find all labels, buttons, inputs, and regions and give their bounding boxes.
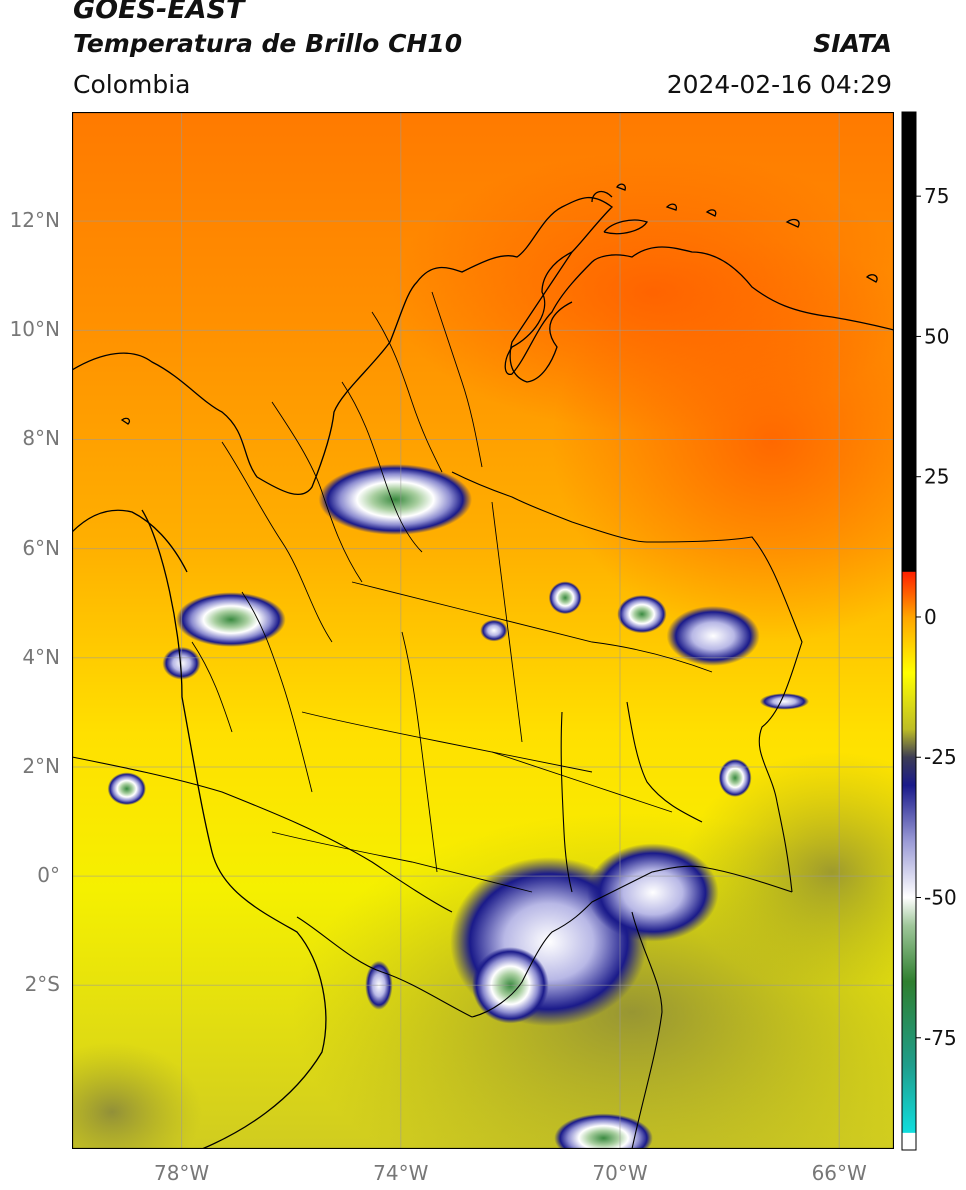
dept-line-13 bbox=[491, 751, 673, 813]
colombia-peru-ecuador-border bbox=[296, 916, 473, 1018]
colorbar-tick-label: -75 bbox=[924, 1026, 957, 1050]
dept-line-11 bbox=[241, 591, 313, 793]
longitude-label: 70°W bbox=[592, 1161, 648, 1185]
internal-border-guainia bbox=[626, 701, 703, 823]
latitude-label: 0° bbox=[37, 863, 60, 888]
ecuador-border bbox=[72, 756, 453, 913]
colorbar-tick-label: 25 bbox=[924, 465, 949, 489]
dept-line-5 bbox=[431, 291, 483, 468]
dept-line-10 bbox=[491, 501, 523, 743]
colorbar-tick-label: 75 bbox=[924, 184, 949, 208]
convective-cloud bbox=[480, 619, 508, 642]
convective-cloud bbox=[718, 758, 752, 797]
satellite-title: GOES-EAST bbox=[73, 0, 245, 25]
colorbar-tick-label: -50 bbox=[924, 886, 957, 910]
dept-line-4 bbox=[371, 311, 443, 473]
dept-line-2 bbox=[271, 401, 363, 583]
latitude-label: 4°N bbox=[22, 644, 60, 669]
colorbar-tick-label: 0 bbox=[924, 605, 937, 629]
gridlines bbox=[72, 112, 894, 1149]
trinidad-island bbox=[865, 274, 878, 283]
southwest-haze bbox=[72, 1042, 202, 1149]
convective-cloud bbox=[587, 843, 719, 942]
longitude-label: 66°W bbox=[811, 1161, 867, 1185]
convective-cloud bbox=[548, 581, 582, 615]
panama-coast bbox=[72, 509, 188, 573]
latitude-label: 2°S bbox=[24, 972, 60, 997]
organization-label: SIATA bbox=[813, 29, 892, 58]
longitude-label: 78°W bbox=[153, 1161, 210, 1185]
timestamp-label: 2024-02-16 04:29 bbox=[666, 70, 892, 99]
colombia-venezuela-border bbox=[451, 471, 803, 893]
dept-line-6 bbox=[351, 581, 713, 673]
colorbar-scale bbox=[901, 111, 917, 1151]
maracaibo-lake bbox=[509, 251, 573, 383]
convective-cloud bbox=[666, 605, 760, 666]
dept-line-1 bbox=[341, 381, 423, 553]
latitude-label: 8°N bbox=[22, 426, 60, 451]
dept-line-12 bbox=[191, 641, 233, 733]
pacific-coast bbox=[141, 509, 327, 1149]
latitude-label: 6°N bbox=[22, 535, 60, 560]
internal-border-vichada bbox=[560, 711, 573, 893]
convective-cloud bbox=[176, 592, 286, 647]
convective-cloud bbox=[759, 693, 810, 710]
convective-cloud bbox=[107, 772, 146, 806]
dept-line-8 bbox=[271, 831, 533, 893]
pacific-island bbox=[120, 417, 131, 425]
paraguana bbox=[603, 219, 648, 235]
curacao-island bbox=[665, 203, 678, 211]
convective-cloud bbox=[617, 595, 667, 634]
bonaire-island bbox=[705, 209, 717, 217]
department-borders bbox=[191, 291, 713, 893]
dept-line-9 bbox=[401, 631, 438, 873]
product-title: Temperatura de Brillo CH10 bbox=[73, 29, 463, 58]
dept-line-7 bbox=[301, 711, 593, 773]
margarita-island bbox=[785, 218, 800, 228]
guajira-tip bbox=[591, 190, 613, 203]
latitude-label: 12°N bbox=[9, 208, 60, 233]
east-haze bbox=[682, 752, 894, 992]
latitude-label: 2°N bbox=[22, 753, 60, 778]
colorbar: 75 50 25 0 -25 -50 -75 bbox=[901, 111, 957, 1151]
convective-cloud bbox=[554, 1113, 653, 1149]
latitude-label: 10°N bbox=[9, 317, 60, 342]
convective-cloud bbox=[318, 464, 473, 535]
colorbar-tick-label: 50 bbox=[924, 324, 949, 348]
warm-sea-area bbox=[392, 152, 894, 432]
aruba-island bbox=[616, 183, 626, 191]
country-borders bbox=[72, 471, 803, 1149]
map-frame bbox=[72, 112, 894, 1149]
satellite-map[interactable] bbox=[72, 112, 894, 1149]
coastlines bbox=[72, 183, 894, 1149]
caribbean-coast bbox=[72, 196, 894, 496]
longitude-label: 74°W bbox=[373, 1161, 429, 1185]
region-label: Colombia bbox=[73, 70, 191, 99]
dept-line-3 bbox=[221, 441, 333, 643]
colorbar-ticks: 75 50 25 0 -25 -50 -75 bbox=[916, 184, 957, 1050]
brazil-peru-border bbox=[631, 911, 663, 1149]
colorbar-tick-label: -25 bbox=[924, 745, 957, 769]
colombia-brazil-border bbox=[471, 865, 793, 1018]
